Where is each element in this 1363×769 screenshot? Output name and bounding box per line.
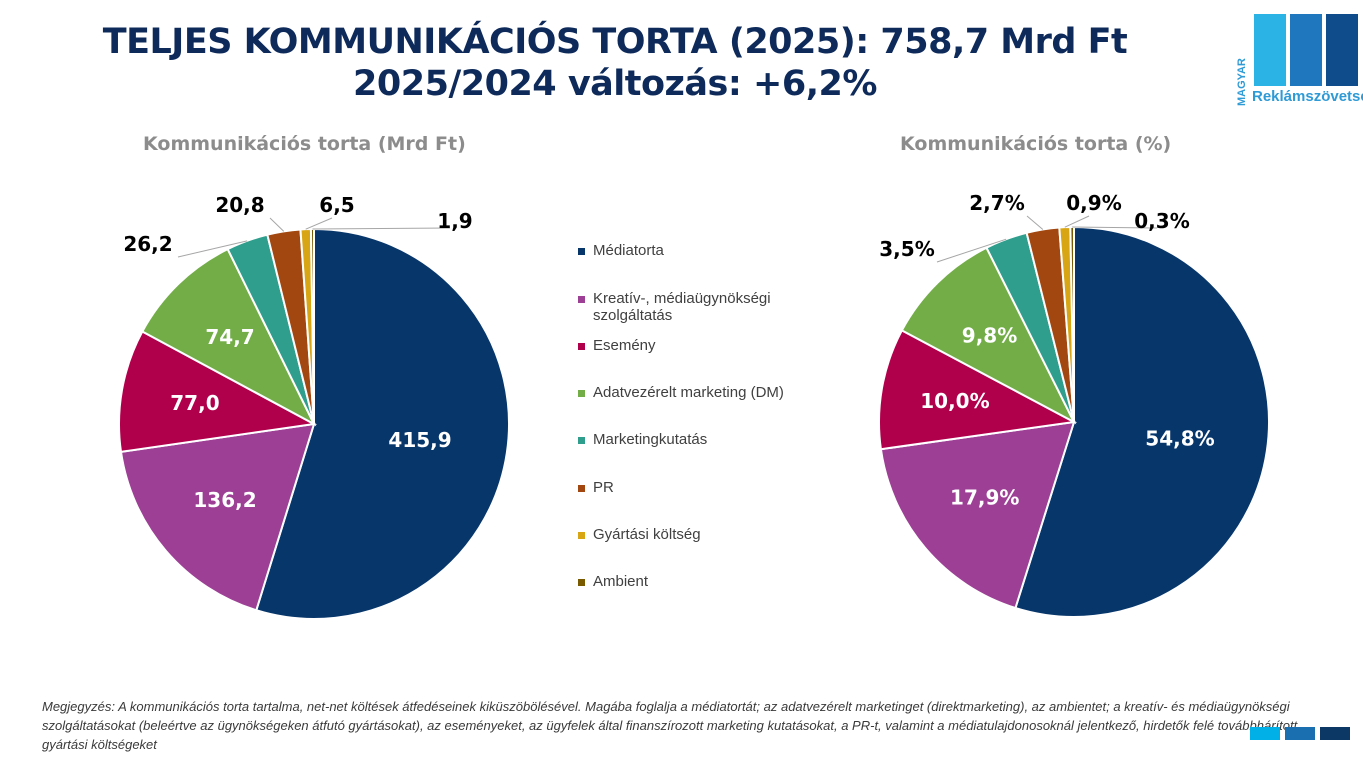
legend-label: Gyártási költség — [593, 526, 701, 543]
page-subtitle: 2025/2024 változás: +6,2% — [353, 64, 877, 104]
leader-line — [936, 238, 1007, 263]
leader-line — [1064, 215, 1090, 228]
chart-title-right: Kommunikációs torta (%) — [900, 133, 1172, 155]
leader-line — [305, 217, 333, 230]
legend-item: Esemény — [578, 337, 838, 354]
data-label: 3,5% — [879, 237, 934, 261]
logo: MAGYAR Reklámszövetség — [1236, 14, 1363, 108]
legend-swatch — [578, 390, 585, 397]
data-label: 54,8% — [1145, 426, 1214, 450]
data-label: 26,2 — [123, 232, 172, 256]
legend-swatch — [578, 485, 585, 492]
decor-square — [1250, 727, 1280, 740]
legend-item: Marketingkutatás — [578, 431, 838, 448]
leader-line — [1026, 215, 1044, 230]
legend-item: Kreatív-, médiaügynökségi szolgáltatás — [578, 290, 838, 324]
decor-square — [1320, 727, 1350, 740]
legend-swatch — [578, 532, 585, 539]
leader-line — [312, 227, 451, 230]
legend-label: Kreatív-, médiaügynökségi szolgáltatás — [593, 290, 771, 324]
pie-slice — [878, 329, 1078, 451]
pie-slice — [119, 422, 316, 612]
pie-slice — [1014, 225, 1270, 618]
legend-label: Médiatorta — [593, 242, 664, 259]
legend-item: Adatvezérelt marketing (DM) — [578, 384, 838, 401]
legend-label: Adatvezérelt marketing (DM) — [593, 384, 784, 401]
legend-label: Marketingkutatás — [593, 431, 708, 448]
page-title: TELJES KOMMUNIKÁCIÓS TORTA (2025): 758,7… — [102, 22, 1128, 62]
legend-item: PR — [578, 479, 838, 496]
data-label: 6,5 — [319, 193, 354, 217]
data-label: 0,9% — [1066, 191, 1121, 215]
data-label: 10,0% — [920, 389, 989, 413]
data-label: 415,9 — [388, 428, 451, 452]
pie-slice — [255, 227, 510, 620]
pie-slice — [140, 247, 317, 427]
data-label: 0,3% — [1134, 209, 1189, 233]
data-label: 2,7% — [969, 191, 1024, 215]
legend-swatch — [578, 343, 585, 350]
pie-slice — [879, 420, 1076, 610]
data-label: 74,7 — [205, 325, 254, 349]
data-label: 17,9% — [950, 486, 1019, 510]
chart-title-left: Kommunikációs torta (Mrd Ft) — [143, 133, 466, 155]
data-label: 1,9 — [437, 209, 472, 233]
legend-item: Gyártási költség — [578, 526, 838, 543]
legend-swatch — [578, 296, 585, 303]
leader-line — [269, 217, 285, 232]
data-label: 77,0 — [170, 391, 219, 415]
footnote: Megjegyzés: A kommunikációs torta tartal… — [42, 699, 1298, 752]
pie-slice — [900, 246, 1077, 425]
legend-item: Ambient — [578, 573, 838, 590]
logo-bottom-text: Reklámszövetség — [1252, 88, 1363, 105]
decor-square — [1285, 727, 1315, 740]
legend-label: Ambient — [593, 573, 649, 590]
legend-item: Médiatorta — [578, 242, 838, 259]
leader-line — [177, 240, 248, 258]
legend-swatch — [578, 248, 585, 255]
legend-swatch — [578, 579, 585, 586]
legend-label: Esemény — [593, 337, 656, 354]
legend-label: PR — [593, 479, 614, 496]
data-label: 9,8% — [962, 324, 1017, 348]
leader-line — [1072, 226, 1158, 229]
legend-swatch — [578, 437, 585, 444]
pie-slice — [118, 330, 318, 453]
data-label: 136,2 — [193, 488, 256, 512]
data-label: 20,8 — [215, 193, 264, 217]
